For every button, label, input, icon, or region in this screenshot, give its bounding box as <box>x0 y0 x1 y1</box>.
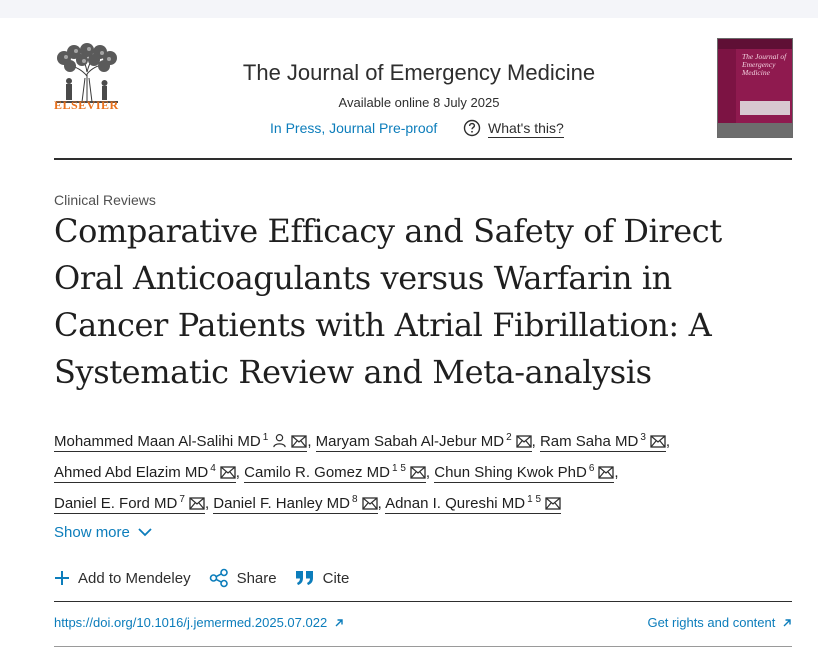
cover-band <box>740 101 790 115</box>
author-link[interactable]: Ahmed Abd Elazim MD 4 <box>54 463 236 483</box>
quote-icon <box>295 571 313 585</box>
elsevier-tree-logo[interactable] <box>52 38 122 112</box>
cite-button[interactable]: Cite <box>295 566 350 590</box>
share-button[interactable]: Share <box>209 566 277 590</box>
author-link[interactable]: Maryam Sabah Al-Jebur MD 2 <box>315 432 532 452</box>
email-icon <box>189 497 205 510</box>
author-link[interactable]: Chun Shing Kwok PhD 6 <box>434 463 615 483</box>
elsevier-wordmark[interactable]: ELSEVIER <box>54 98 119 112</box>
mendeley-label: Add to Mendeley <box>78 569 191 587</box>
plus-icon <box>55 571 69 585</box>
author-link[interactable]: Daniel E. Ford MD 7 <box>54 494 205 514</box>
author-affiliation: 6 <box>588 463 595 474</box>
email-icon <box>291 435 307 448</box>
author-name: Camilo R. Gomez MD <box>244 464 390 481</box>
email-icon <box>598 466 615 479</box>
author-affiliation: 4 <box>210 463 216 474</box>
rights-and-content-link[interactable]: Get rights and content <box>647 615 792 630</box>
show-more-label: Show more <box>54 524 130 541</box>
author-name: Chun Shing Kwok PhD <box>434 464 587 481</box>
author-link[interactable]: Mohammed Maan Al-Salihi MD 1 <box>54 432 308 452</box>
rights-text: Get rights and content <box>647 615 776 630</box>
whats-this-link[interactable]: What's this? <box>488 120 564 138</box>
doi-link[interactable]: https://doi.org/10.1016/j.jemermed.2025.… <box>54 615 344 630</box>
author-name: Daniel E. Ford MD <box>54 495 178 512</box>
author-name: Ram Saha MD <box>539 433 639 450</box>
show-more-button[interactable]: Show more <box>54 524 152 541</box>
author-affiliation: 1 5 <box>527 494 542 505</box>
in-press-link[interactable]: In Press, Journal Pre-proof <box>270 120 438 136</box>
share-label: Share <box>236 569 277 587</box>
article-section-label: Clinical Reviews <box>54 192 156 208</box>
email-icon <box>410 466 426 479</box>
journal-title[interactable]: The Journal of Emergency Medicine <box>242 60 596 85</box>
author-affiliation: 2 <box>506 432 512 443</box>
email-icon <box>650 435 666 448</box>
help-icon[interactable] <box>463 119 481 137</box>
person-icon <box>273 433 287 448</box>
author-name: Ahmed Abd Elazim MD <box>54 464 209 481</box>
cite-label: Cite <box>322 569 350 587</box>
author-affiliation: 8 <box>352 494 358 505</box>
external-arrow-icon <box>783 619 791 627</box>
journal-cover[interactable]: The Journal of Emergency Medicine <box>717 38 793 138</box>
article-actions: Add to Mendeley Share Cite <box>54 566 349 590</box>
email-icon <box>220 466 236 479</box>
author-affiliation: 1 <box>262 432 269 443</box>
chevron-down-icon <box>138 528 152 537</box>
author-affiliation: 1 5 <box>392 463 406 474</box>
email-icon <box>545 497 561 510</box>
author-affiliation: 3 <box>640 432 646 443</box>
author-affiliation: 7 <box>179 494 185 505</box>
cover-title: The Journal of Emergency Medicine <box>742 52 787 77</box>
external-arrow-icon <box>335 619 343 627</box>
header-divider <box>54 158 792 160</box>
bottom-divider <box>54 646 792 647</box>
email-icon <box>361 497 378 510</box>
email-icon <box>515 435 532 448</box>
add-to-mendeley-button[interactable]: Add to Mendeley <box>54 566 191 590</box>
author-link[interactable]: Ram Saha MD 3 <box>539 432 666 452</box>
author-name: Mohammed Maan Al-Salihi MD <box>54 433 261 450</box>
available-online-date: Available online 8 July 2025 <box>338 95 500 110</box>
author-name: Daniel F. Hanley MD <box>213 495 350 512</box>
author-name: Adnan I. Qureshi MD <box>385 495 526 512</box>
author-link[interactable]: Adnan I. Qureshi MD 1 5 <box>385 494 562 514</box>
doi-text: https://doi.org/10.1016/j.jemermed.2025.… <box>54 615 328 630</box>
author-name: Maryam Sabah Al-Jebur MD <box>315 433 505 450</box>
author-link[interactable]: Camilo R. Gomez MD 1 5 <box>244 463 426 483</box>
author-list: Mohammed Maan Al-Salihi MD 1, Maryam Saba… <box>54 432 671 514</box>
author-link[interactable]: Daniel F. Hanley MD 8 <box>213 494 378 514</box>
article-title: Comparative Efficacy and Safety of Direc… <box>54 212 722 391</box>
cover-top-band <box>718 39 792 49</box>
cover-stripe <box>718 39 736 137</box>
top-strip <box>0 0 818 18</box>
links-divider <box>54 601 792 602</box>
cover-bottom-band <box>718 123 792 137</box>
share-icon <box>209 568 228 588</box>
